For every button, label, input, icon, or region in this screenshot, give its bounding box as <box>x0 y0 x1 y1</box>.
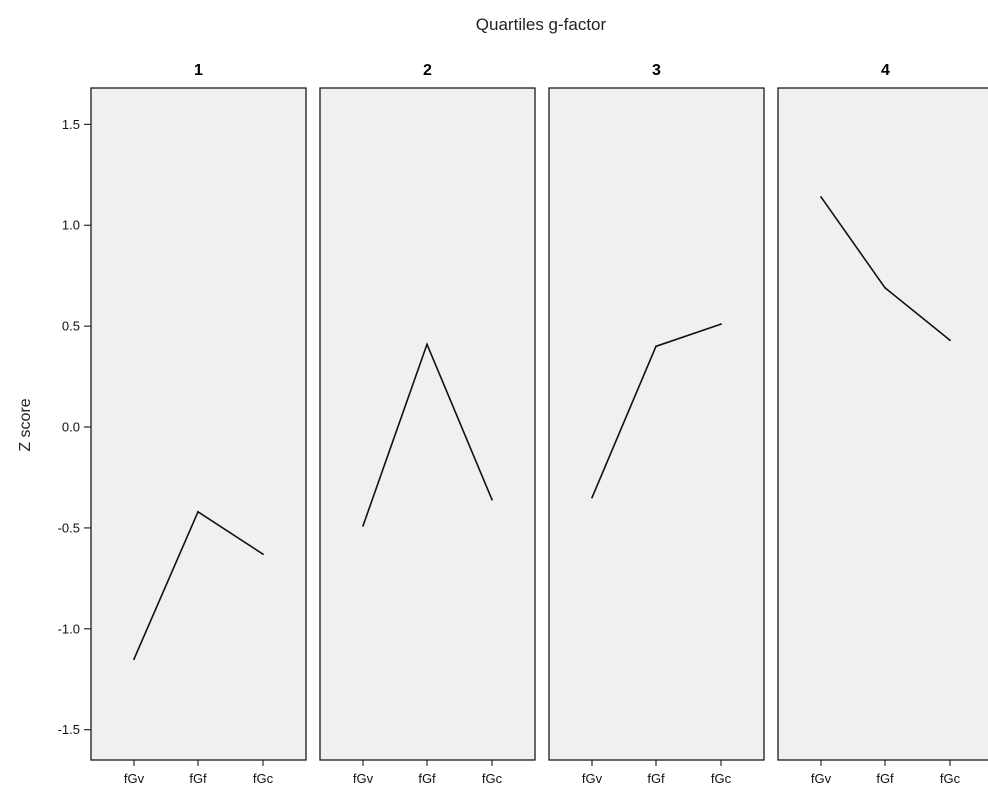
panel-label: 1 <box>194 62 203 79</box>
data-point <box>591 496 593 499</box>
x-tick-label: fGc <box>711 771 732 786</box>
y-tick-label: 0.5 <box>62 319 80 334</box>
y-tick-label: -0.5 <box>58 520 80 535</box>
y-tick-label: -1.0 <box>58 621 80 636</box>
data-point <box>949 339 951 342</box>
panel-frame <box>548 87 765 761</box>
panel-1: 1 fGv fGf fGc <box>90 62 307 786</box>
x-tick-label: fGc <box>253 771 274 786</box>
x-tick-label: fGf <box>418 771 436 786</box>
x-tick-label: fGc <box>940 771 961 786</box>
data-point <box>655 345 657 348</box>
y-tick-label: 1.0 <box>62 218 80 233</box>
data-point <box>720 323 722 326</box>
panel-2: 2 fGv fGf fGc <box>319 62 536 786</box>
y-tick-label: 1.5 <box>62 117 80 132</box>
panel-label: 2 <box>423 62 432 79</box>
data-point <box>362 525 364 527</box>
x-tick-label: fGv <box>811 771 832 786</box>
panel-label: 3 <box>652 62 661 79</box>
x-tick-label: fGv <box>124 771 145 786</box>
y-tick-label: 0.0 <box>62 420 80 435</box>
data-point <box>426 343 428 346</box>
data-point <box>820 196 822 198</box>
data-point <box>197 510 199 513</box>
panel-frame <box>90 87 307 761</box>
panels: 1 fGv fGf fGc 2 fGv fGf fGc 3 fGv fGf fGc 4 fGv fGf fGc <box>90 62 988 786</box>
data-point <box>491 498 493 501</box>
panel-frame <box>319 87 536 761</box>
x-tick-label: fGv <box>353 771 374 786</box>
chart-title: Quartiles g-factor <box>476 15 607 34</box>
x-tick-label: fGf <box>647 771 665 786</box>
data-point <box>262 553 264 556</box>
x-tick-label: fGf <box>876 771 894 786</box>
x-tick-label: fGf <box>189 771 207 786</box>
data-point <box>133 658 135 660</box>
x-tick-label: fGv <box>582 771 603 786</box>
y-axis-title: Z score <box>17 398 34 451</box>
x-tick-label: fGc <box>482 771 503 786</box>
panel-frame <box>777 87 988 761</box>
y-tick-label: -1.5 <box>58 722 80 737</box>
panel-4: 4 fGv fGf fGc <box>777 62 988 786</box>
data-point <box>884 286 886 289</box>
panel-label: 4 <box>881 62 890 79</box>
y-axis: 1.5 1.0 0.5 0.0 -0.5 -1.0 -1.5 <box>58 117 91 737</box>
panel-3: 3 fGv fGf fGc <box>548 62 765 786</box>
